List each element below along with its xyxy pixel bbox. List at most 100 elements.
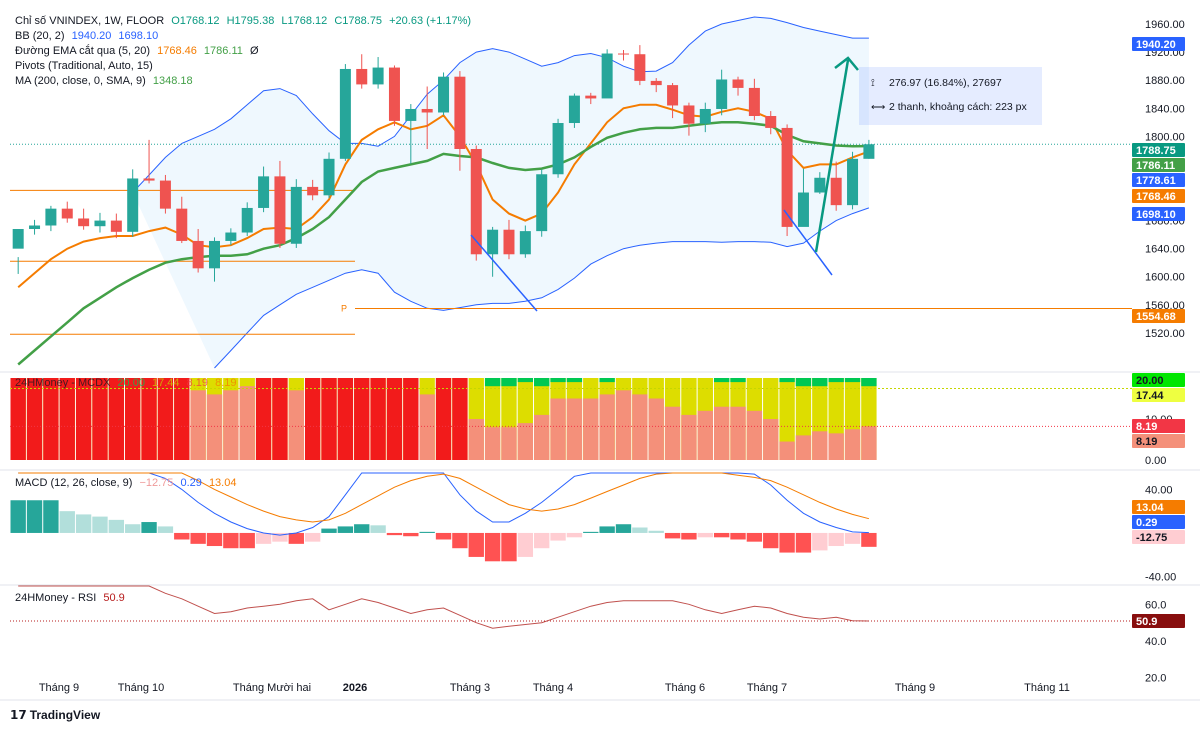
macd-legend[interactable]: MACD (12, 26, close, 9) −12.75 0.29 13.0… (15, 476, 240, 491)
tag-mcdx-8-bg (1132, 419, 1185, 433)
macd-hist-bar (697, 532, 713, 538)
price-tick-label: 1800.00 (1145, 131, 1185, 143)
candle (388, 67, 400, 121)
macd-line (18, 472, 869, 536)
rsi-legend[interactable]: 24HMoney - RSI 50.9 (15, 591, 129, 606)
pivots-legend[interactable]: Pivots (Traditional, Auto, 15) (15, 59, 157, 74)
price-tick-label: 1600.00 (1145, 272, 1185, 284)
mcdx-bar-red (763, 419, 779, 460)
candle (830, 177, 842, 206)
mcdx-bar-red (697, 410, 713, 460)
tag-macd-hist: -12.75 (1136, 532, 1167, 544)
tv-logo-icon: 𝟭𝟳 (10, 708, 27, 722)
ema-label: Đường EMA cắt qua (5, 20) (15, 45, 151, 57)
price-tick-label: 1640.00 (1145, 244, 1185, 256)
tag-mcdx-8: 8.19 (1136, 421, 1157, 433)
ma-legend[interactable]: MA (200, close, 0, SMA, 9) 1348.18 (15, 74, 197, 89)
time-tick-label: Tháng 3 (450, 682, 490, 694)
tag-rsi-bg (1132, 614, 1185, 629)
mcdx-bar-red (861, 426, 877, 460)
high-value: H1795.38 (226, 15, 275, 27)
mcdx-bar-red (288, 390, 304, 460)
candle (470, 148, 482, 255)
candle (356, 68, 368, 85)
macd-hist-bar (288, 532, 304, 544)
candle (143, 178, 155, 181)
time-tick-label: Tháng 9 (39, 682, 79, 694)
tradingview-logo[interactable]: 𝟭𝟳 TradingView (10, 708, 100, 722)
candle (536, 174, 548, 232)
mcdx-tick-label: 0.00 (1145, 455, 1166, 467)
mcdx-bar-green (534, 378, 550, 387)
macd-hist-bar (75, 514, 92, 533)
mcdx-bar-red (354, 378, 370, 460)
macd-hist-bar (43, 500, 59, 533)
macd-hist-bar (435, 532, 452, 540)
candle (159, 180, 171, 209)
macd-hist-bar (632, 527, 648, 533)
mcdx-bar-red (730, 406, 746, 460)
macd-hist-bar (370, 525, 386, 533)
time-tick-label: Tháng 10 (118, 682, 164, 694)
ema-fast-line (17, 103, 870, 289)
macd-hist-bar (534, 532, 550, 549)
candle (797, 192, 809, 227)
macd-hist-bar (730, 532, 746, 540)
mcdx-legend[interactable]: 24HMoney - MCDX 20.00 17.44 8.19 8.19 (15, 376, 241, 391)
candle (421, 108, 433, 113)
candle (176, 208, 188, 241)
mcdx-bar-red (26, 378, 43, 460)
candle (78, 218, 90, 227)
mcdx-bar-green (795, 378, 812, 387)
macd-hist-bar (190, 532, 206, 544)
mcdx-bar-red (304, 378, 321, 460)
mcdx-bar-red (534, 414, 550, 460)
price-tick-label: 1520.00 (1145, 328, 1185, 340)
rsi-tick-label: 20.0 (1145, 673, 1166, 685)
time-tick-label: Tháng 11 (1024, 682, 1070, 694)
mcdx-bar-red (141, 378, 157, 460)
mcdx-bar-green (861, 378, 877, 387)
horizontal-range-icon: ⟷ (871, 102, 886, 113)
tag-rsi: 50.9 (1136, 616, 1157, 628)
rsi-label: 24HMoney - RSI (15, 592, 97, 604)
mcdx-bar-red (828, 433, 844, 460)
bb-legend[interactable]: BB (20, 2) 1940.20 1698.10 (15, 29, 162, 44)
macd-hist-bar (615, 524, 632, 533)
mcdx-bar-red (517, 423, 534, 460)
macd-hist-bar (125, 524, 141, 533)
candle (94, 220, 106, 227)
candle (847, 158, 859, 206)
macd-hist-bar (844, 532, 861, 544)
macd-hist-bar (468, 532, 484, 557)
mcdx-bar-red (566, 398, 583, 460)
mcdx-bar-red (844, 429, 861, 460)
rsi-line (18, 585, 869, 629)
candle (519, 231, 531, 255)
candle (127, 178, 139, 232)
macd-hist-bar (566, 532, 583, 538)
candle (487, 229, 499, 255)
mcdx-bar-red (435, 378, 452, 460)
tag-macd-bg (1132, 515, 1185, 529)
mcdx-v2: 17.44 (152, 377, 180, 389)
ema-legend[interactable]: Đường EMA cắt qua (5, 20) 1768.46 1786.1… (15, 44, 263, 59)
tag-bb-upper-bg (1132, 37, 1185, 51)
tag-bb-lower-bg (1132, 207, 1185, 221)
mcdx-bar-red (206, 394, 223, 460)
candle (732, 79, 744, 88)
mcdx-bar-red (157, 378, 174, 460)
symbol-title[interactable]: Chỉ số VNINDEX, 1W, FLOOR (15, 15, 165, 27)
mcdx-bar-red (713, 406, 730, 460)
candle (274, 176, 286, 244)
macd-hist-bar (337, 526, 354, 533)
rsi-tick-label: 60.0 (1145, 599, 1166, 611)
mcdx-bar-green (713, 378, 730, 383)
tag-mcdx-8b: 8.19 (1136, 436, 1157, 448)
vertical-range-icon: ⟟ (871, 78, 875, 89)
macd-hist-value: −12.75 (139, 477, 174, 489)
mcdx-bar-red (223, 390, 239, 460)
mcdx-bar-green (844, 378, 861, 383)
mcdx-bar-red (599, 394, 615, 460)
mcdx-v4: 8.19 (215, 377, 237, 389)
